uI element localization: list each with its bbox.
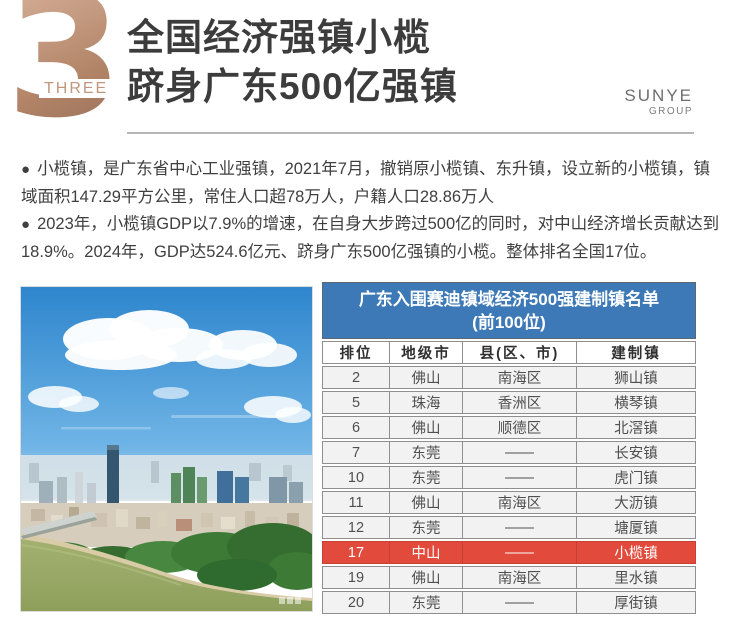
logo-name: SUNYE: [624, 86, 693, 105]
rank-cell: 2: [351, 369, 361, 386]
page-title: 全国经济强镇小榄 跻身广东500亿强镇: [127, 13, 458, 111]
distant-skyline: [21, 455, 312, 501]
table-row: 12 东莞 —— 塘厦镇: [322, 516, 696, 539]
rank-cell: 6: [351, 419, 361, 436]
bridge: [21, 511, 97, 539]
intro-paragraph-1-text: 小榄镇，是广东省中心工业强镇，2021年7月，撤销原小榄镇、东升镇，设立新的小榄…: [21, 160, 710, 206]
intro-text: ● 小榄镇，是广东省中心工业强镇，2021年7月，撤销原小榄镇、东升镇，设立新的小…: [21, 156, 723, 266]
rank-cell: 19: [347, 569, 365, 586]
district-cell: 南海区: [462, 567, 576, 588]
table-row: 7 东莞 —— 长安镇: [322, 441, 696, 464]
rank-cell: 20: [347, 594, 365, 611]
table-row: 5 珠海 香洲区 横琴镇: [322, 391, 696, 414]
rank-cell: 11: [348, 494, 364, 511]
riverbank: [21, 534, 312, 603]
rank-cell: 7: [351, 444, 361, 461]
city-cell: 中山: [389, 542, 462, 563]
city-photo: [20, 286, 313, 612]
table-row: 10 东莞 —— 虎门镇: [322, 466, 696, 489]
table-row: 2 佛山 南海区 狮山镇: [322, 366, 696, 389]
column-header-town: 建制镇: [576, 342, 695, 363]
table-title-line2: (前100位): [472, 312, 546, 332]
rank-cell: 17: [347, 544, 365, 561]
table-row: 11 佛山 南海区 大沥镇: [322, 491, 696, 514]
city-cell: 东莞: [389, 467, 462, 488]
city-cell: 东莞: [389, 517, 462, 538]
town-cell: 北滘镇: [576, 417, 695, 438]
district-cell: ——: [462, 517, 576, 538]
town-cell: 大沥镇: [576, 492, 695, 513]
rank-cell: 10: [347, 469, 365, 486]
river: [21, 539, 312, 611]
company-logo: SUNYE GROUP: [624, 87, 693, 117]
town-cell: 塘厦镇: [576, 517, 695, 538]
city-cell: 佛山: [389, 417, 462, 438]
table-row: 6 佛山 顺德区 北滘镇: [322, 416, 696, 439]
page-title-line1: 全国经济强镇小榄: [127, 17, 431, 58]
column-header-rank: 排位: [339, 346, 373, 362]
ranking-table: 广东入围赛迪镇域经济500强建制镇名单 (前100位) 排位 地级市 县(区、市…: [322, 282, 696, 614]
city-cell: 佛山: [389, 492, 462, 513]
table-title: 广东入围赛迪镇域经济500强建制镇名单 (前100位): [322, 282, 696, 339]
town-cell: 厚街镇: [576, 592, 695, 613]
district-cell: ——: [462, 592, 576, 613]
column-header-district: 县(区、市): [462, 342, 576, 363]
city-cell: 佛山: [389, 367, 462, 388]
bullet-icon: ●: [21, 216, 31, 234]
intro-paragraph-2: ● 2023年，小榄镇GDP以7.9%的增速，在自身大步跨过500亿的同时，对中山…: [21, 211, 723, 266]
bullet-icon: ●: [21, 161, 31, 178]
city-cell: 东莞: [389, 442, 462, 463]
clouds: [28, 310, 311, 430]
town-cell: 横琴镇: [576, 392, 695, 413]
table-row-highlighted: 17 中山 —— 小榄镇: [322, 541, 696, 564]
town-cell: 虎门镇: [576, 467, 695, 488]
city-cell: 珠海: [389, 392, 462, 413]
table-header-row: 排位 地级市 县(区、市) 建制镇: [322, 341, 696, 364]
header-divider: [127, 132, 694, 134]
town-cell: 小榄镇: [576, 542, 695, 563]
district-cell: ——: [462, 542, 576, 563]
rank-cell: 12: [347, 519, 365, 536]
table-row: 20 东莞 —— 厚街镇: [322, 591, 696, 614]
intro-paragraph-1: ● 小榄镇，是广东省中心工业强镇，2021年7月，撤销原小榄镇、东升镇，设立新的小…: [21, 156, 723, 211]
intro-paragraph-2-text: 2023年，小榄镇GDP以7.9%的增速，在自身大步跨过500亿的同时，对中山经…: [21, 215, 720, 261]
district-cell: 顺德区: [462, 417, 576, 438]
section-number: 3: [6, 0, 123, 141]
district-cell: 南海区: [462, 492, 576, 513]
town-cell: 狮山镇: [576, 367, 695, 388]
table-title-line1: 广东入围赛迪镇域经济500强建制镇名单: [358, 289, 660, 309]
city-cell: 东莞: [389, 592, 462, 613]
section-number-label: THREE: [39, 79, 124, 98]
district-cell: 南海区: [462, 367, 576, 388]
district-cell: 香洲区: [462, 392, 576, 413]
city-photo-illustration: [21, 287, 312, 611]
district-cell: ——: [462, 442, 576, 463]
town-cell: 里水镇: [576, 567, 695, 588]
rank-cell: 5: [351, 394, 361, 411]
page-title-line2: 跻身广东500亿强镇: [127, 66, 458, 107]
city-cell: 佛山: [389, 567, 462, 588]
photo-watermark: [279, 597, 301, 604]
town-cell: 长安镇: [576, 442, 695, 463]
district-cell: ——: [462, 467, 576, 488]
logo-subname: GROUP: [648, 106, 693, 117]
column-header-city: 地级市: [389, 342, 462, 363]
table-row: 19 佛山 南海区 里水镇: [322, 566, 696, 589]
